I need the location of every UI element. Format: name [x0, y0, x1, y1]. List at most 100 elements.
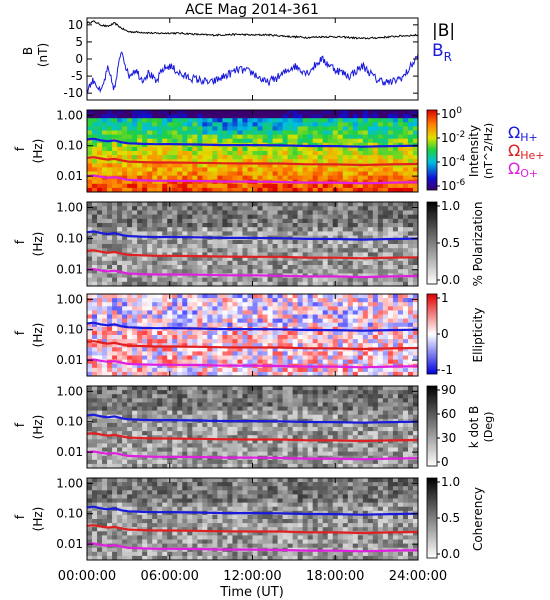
spectrogram-cell — [352, 206, 359, 211]
spectrogram-cell — [207, 351, 213, 356]
spectrogram-cell — [137, 167, 143, 172]
spectrogram-cell — [232, 339, 238, 344]
spectrogram-cell — [292, 281, 299, 287]
spectrogram-cell — [232, 302, 238, 307]
spectrogram-cell — [247, 410, 253, 416]
gyrofrequency-path — [86, 174, 419, 185]
spectrogram-cell — [282, 248, 289, 253]
spectrogram-cell — [332, 114, 339, 119]
spectrogram-cell — [322, 126, 329, 131]
spectrogram-cell — [387, 187, 394, 193]
spectrogram-cell — [207, 318, 213, 324]
spectrogram-cell — [112, 252, 118, 257]
spectrogram-cell — [97, 126, 103, 131]
spectrogram-cell — [122, 414, 128, 420]
spectrogram-cell — [357, 210, 364, 215]
spectrogram-cell — [252, 347, 258, 352]
spectrogram-cell — [287, 260, 294, 266]
spectrogram-cell — [297, 265, 304, 270]
spectrogram-cell — [92, 256, 98, 262]
spectrogram-cell — [357, 277, 364, 283]
spectrogram-cell — [147, 330, 153, 336]
spectrogram-cell — [247, 459, 253, 465]
spectrogram-cell — [242, 386, 248, 391]
spectrogram-cell — [152, 126, 158, 131]
spectrogram-cell — [407, 269, 414, 274]
spectrogram-cell — [287, 269, 294, 274]
y-tick-label: 1.00 — [56, 292, 83, 306]
spectrogram-cell — [352, 126, 359, 131]
spectrogram-cell — [277, 239, 283, 245]
spectrogram-cell — [377, 294, 384, 299]
spectrogram-cell — [282, 183, 289, 189]
spectrogram-cell — [137, 171, 143, 176]
spectrogram-cell — [172, 371, 178, 377]
spectrogram-cell — [302, 231, 309, 236]
spectrogram-cell — [122, 206, 128, 211]
spectrogram-cell — [222, 394, 228, 399]
spectrogram-cell — [407, 214, 414, 220]
spectrogram-cell — [402, 167, 409, 172]
spectrogram-cell — [137, 359, 143, 365]
spectrogram-cell — [232, 138, 238, 144]
spectrogram-cell — [182, 110, 188, 115]
spectrogram-cell — [307, 231, 314, 236]
spectrogram-cell — [357, 235, 364, 241]
spectrogram-cell — [292, 146, 299, 152]
spectrogram-cell — [342, 294, 349, 299]
spectrogram-cell — [387, 298, 394, 303]
spectrogram-cell — [377, 223, 384, 228]
spectrogram-cell — [202, 355, 208, 360]
spectrogram-cell — [232, 314, 238, 319]
spectrogram-cell — [377, 351, 384, 356]
spectrogram-cell — [267, 130, 273, 135]
spectrogram-cell — [342, 202, 349, 207]
spectrogram-cell — [192, 459, 198, 465]
spectrogram-cell — [357, 151, 364, 156]
spectrogram-cell — [242, 256, 248, 262]
spectrogram-cell — [317, 118, 324, 123]
spectrogram-cell — [202, 244, 208, 249]
spectrogram-cell — [277, 187, 283, 193]
spectrogram-cell — [367, 214, 374, 220]
spectrogram-cell — [107, 206, 113, 211]
spectrogram-cell — [367, 343, 374, 348]
spectrogram-cell — [92, 239, 98, 245]
spectrogram-cell — [357, 298, 364, 303]
spectrogram-cell — [367, 126, 374, 131]
spectrogram-cell — [87, 459, 93, 465]
spectrogram-cell — [312, 306, 319, 311]
spectrogram-cell — [237, 414, 243, 420]
spectrogram-cell — [172, 335, 178, 340]
spectrogram-cell — [122, 294, 128, 299]
spectrogram-cell — [137, 118, 143, 123]
spectrogram-cell — [282, 298, 289, 303]
spectrogram-cell — [377, 171, 384, 176]
spectrogram-cell — [387, 155, 394, 160]
spectrogram-cell — [382, 260, 389, 266]
spectrogram-cell — [382, 114, 389, 119]
spectrogram-cell — [197, 294, 203, 299]
colorbar-tick-label: 0.0 — [441, 273, 460, 287]
spectrogram-cell — [102, 239, 108, 245]
spectrogram-cell — [177, 298, 183, 303]
spectrogram-cell — [227, 414, 233, 420]
spectrogram-cell — [412, 298, 419, 303]
spectrogram-cell — [357, 142, 364, 148]
spectrogram-cell — [107, 159, 113, 164]
spectrogram-cell — [97, 256, 103, 262]
spectrogram-cell — [197, 335, 203, 340]
spectrogram-cell — [362, 118, 369, 123]
spectrogram-cell — [327, 330, 334, 336]
spectrogram-cell — [167, 443, 173, 448]
spectrogram-cell — [177, 146, 183, 152]
spectrogram-cell — [342, 252, 349, 257]
spectrogram-cell — [167, 431, 173, 436]
spectrogram-cell — [402, 110, 409, 115]
spectrogram-cell — [362, 265, 369, 270]
spectrogram-cell — [382, 227, 389, 232]
spectrogram-cell — [197, 339, 203, 344]
spectrogram-cell — [187, 306, 193, 311]
spectrogram-cell — [227, 183, 233, 189]
